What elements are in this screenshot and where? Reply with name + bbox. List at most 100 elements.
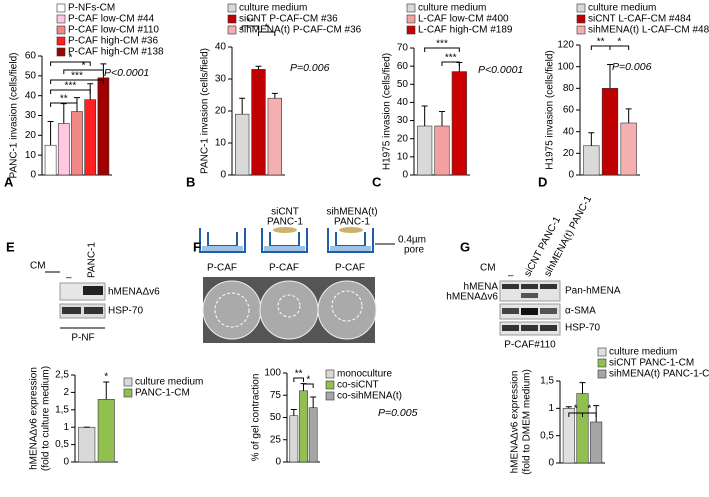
- y-tick-label: 40: [25, 90, 37, 101]
- blot-band: [84, 307, 103, 314]
- legend-swatch: [56, 3, 66, 13]
- gel: [214, 292, 250, 328]
- blot-band: [502, 284, 519, 289]
- bar: [590, 421, 603, 464]
- y-tick-label: 100: [557, 61, 574, 72]
- cells: [202, 246, 243, 251]
- y-tick-label: 0: [220, 170, 226, 181]
- blot-band: [540, 308, 557, 314]
- legend-label: P-CAF high-CM #138: [68, 47, 164, 58]
- bar: [97, 399, 115, 463]
- y-axis-label: H1975 invasion (cells/field): [545, 50, 556, 170]
- y-tick-label: 30: [397, 115, 409, 126]
- bracket: [258, 31, 276, 36]
- insert-label: PANC-1: [267, 217, 303, 228]
- y-axis-label: PANC-1 invasion (cells/field): [200, 48, 211, 174]
- blot-band: [521, 284, 538, 289]
- y-tick-label: 30: [25, 110, 37, 121]
- error-bar: [239, 97, 246, 115]
- y-tick-label: 120: [557, 40, 574, 51]
- y-tick-label: 0: [30, 170, 36, 181]
- y-tick-label: 1: [548, 403, 554, 414]
- bar: [44, 144, 57, 176]
- legend-swatch: [56, 14, 66, 24]
- y-tick-label: 50: [270, 412, 282, 423]
- bar: [417, 125, 433, 176]
- y-axis-label: PANC-1 invasion (cells/field): [9, 53, 20, 179]
- legend-label: P-NFs-CM: [68, 3, 115, 14]
- significance: *: [82, 61, 86, 72]
- legend-label: monoculture: [337, 369, 392, 380]
- legend-label: siCNT L-CAF-CM #484: [588, 14, 692, 25]
- error-bar: [103, 381, 110, 400]
- y-tick-label: 10: [25, 150, 37, 161]
- dish: [317, 280, 377, 340]
- y-tick-label: 10: [397, 151, 409, 162]
- row-label: HSP-70: [108, 306, 143, 317]
- legend-label: P-CAF low-CM #110: [68, 25, 159, 36]
- p-value: P=0.005: [378, 407, 418, 419]
- significance: *: [306, 375, 310, 386]
- blot-e: CM – PANC-1 hMENAΔv6 HSP-70 P-NF: [30, 242, 160, 344]
- bar: [251, 69, 266, 176]
- error-bar: [421, 105, 428, 127]
- bracket: [609, 45, 630, 50]
- bracket: [50, 89, 91, 94]
- cm-label: CM: [480, 263, 496, 274]
- bar: [84, 99, 97, 176]
- pore-label: pore: [404, 245, 424, 256]
- legend-swatch: [325, 380, 335, 390]
- error-bar: [290, 408, 297, 416]
- panel-label: C: [372, 174, 382, 189]
- y-tick-label: 10: [215, 138, 227, 149]
- error-bar: [439, 111, 445, 127]
- y-tick-label: 60: [563, 105, 575, 116]
- legend-label: culture medium: [609, 347, 677, 358]
- y-tick-label: 0: [548, 458, 554, 469]
- insert-label: sihMENA(t): [326, 207, 377, 218]
- y-tick-label: 100: [264, 368, 281, 379]
- error-bar: [271, 92, 278, 99]
- legend-swatch: [56, 36, 66, 46]
- lane-label: –: [508, 271, 514, 282]
- bracket: [293, 377, 304, 382]
- panel-label: B: [186, 174, 195, 189]
- legend-label: P-CAF low-CM #44: [68, 14, 155, 25]
- legend-label: culture medium: [588, 3, 656, 14]
- significance: ***: [71, 71, 83, 82]
- blot-band: [521, 308, 538, 315]
- panel-label: F: [193, 239, 201, 254]
- y-tick-label: 2,5: [55, 370, 69, 381]
- row-label: hMENAΔv6: [108, 287, 160, 298]
- blot-band: [521, 325, 538, 331]
- bracket: [441, 61, 460, 66]
- panel-label: A: [4, 174, 14, 189]
- legend-swatch: [576, 14, 586, 24]
- bracket: [424, 47, 460, 52]
- panel-label: D: [538, 174, 547, 189]
- legend-swatch: [56, 47, 66, 57]
- significance: ***: [445, 53, 457, 64]
- y-axis-label: % of gel contraction: [251, 374, 262, 462]
- y-tick-label: 20: [25, 130, 37, 141]
- p-value: P<0.0001: [478, 64, 523, 76]
- cell-label: P-CAF#110: [504, 340, 556, 351]
- error-bar: [565, 406, 572, 409]
- bracket: [582, 412, 597, 417]
- blot-band: [502, 325, 519, 331]
- y-tick-label: 60: [397, 61, 409, 72]
- dish: [259, 280, 319, 340]
- y-tick-label: 25: [270, 434, 282, 445]
- legend-swatch: [576, 25, 586, 35]
- error-bar: [607, 64, 613, 89]
- legend-swatch: [227, 25, 237, 35]
- legend-swatch: [123, 377, 133, 387]
- cells: [273, 227, 297, 233]
- row-label: Pan-hMENA: [565, 286, 621, 297]
- legend-label: siCNT PANC-1-CM: [609, 358, 694, 369]
- significance: *: [574, 404, 578, 415]
- gel: [277, 294, 301, 318]
- y-tick-label: 40: [397, 97, 409, 108]
- blot-band: [83, 286, 103, 295]
- bracket: [241, 25, 259, 30]
